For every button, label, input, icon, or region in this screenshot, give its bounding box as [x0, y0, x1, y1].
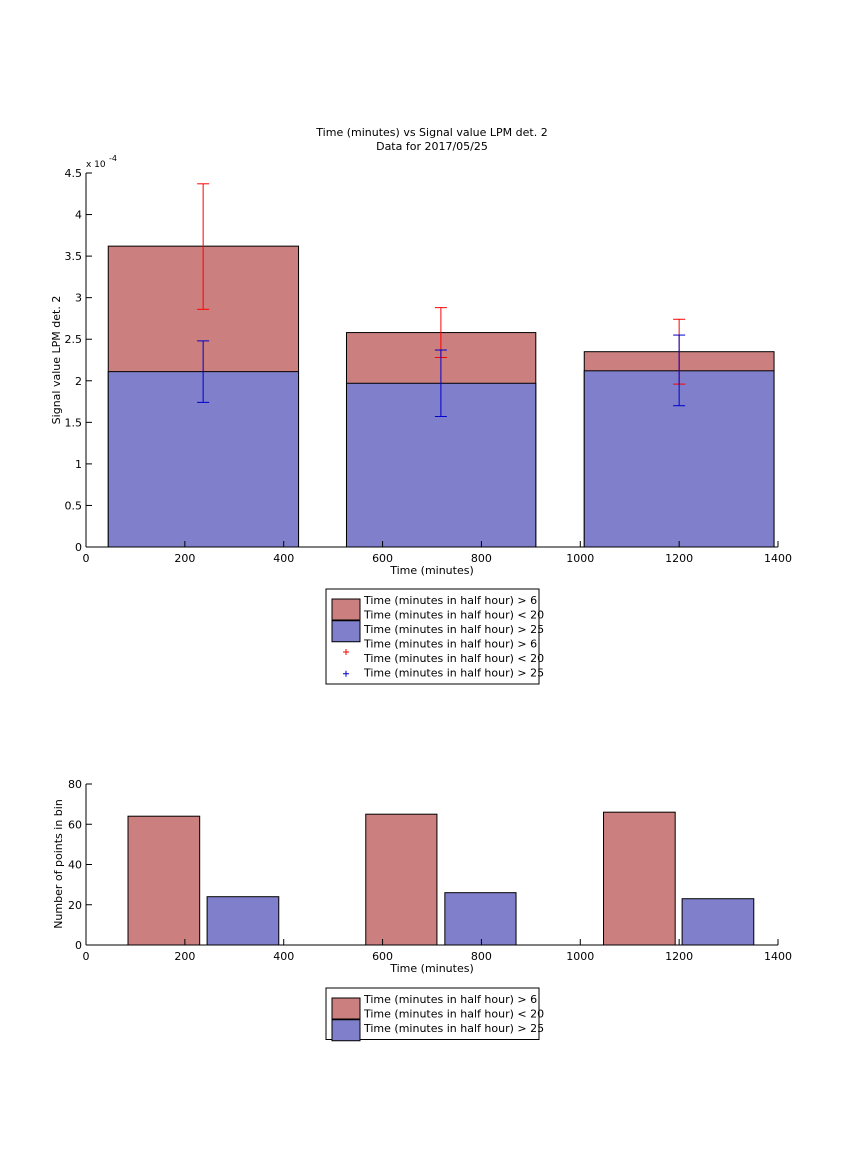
- legend-label: Time (minutes in half hour) > 6: [363, 594, 537, 607]
- chart-subtitle: Data for 2017/05/25: [376, 140, 488, 153]
- count-legend: Time (minutes in half hour) > 6 Time (min…: [325, 987, 544, 1042]
- x-tick-label: 1200: [665, 950, 693, 963]
- x-tick-label: 1000: [566, 552, 594, 565]
- y-exponent-base: x 10: [86, 160, 106, 170]
- y-tick-label: 40: [68, 859, 82, 872]
- x-tick-label: 1400: [764, 552, 792, 565]
- x-tick-label: 400: [273, 950, 294, 963]
- count-bar-range-6-20: [365, 813, 438, 946]
- y-axis-exponent: x 10 -4: [86, 154, 117, 170]
- x-tick-label: 800: [471, 950, 492, 963]
- x-tick-label: 0: [83, 950, 90, 963]
- chart-title: Time (minutes) vs Signal value LPM det. …: [315, 126, 547, 139]
- x-tick-label: 600: [372, 950, 393, 963]
- y-axis-label: Signal value LPM det. 2: [50, 296, 63, 425]
- legend-box: [325, 588, 540, 685]
- x-tick-label: 1000: [566, 950, 594, 963]
- legend-label: Time (minutes in half hour) > 25: [363, 667, 544, 680]
- legend-label: Time (minutes in half hour) > 6: [363, 993, 537, 1006]
- count-bar-range-25: [681, 898, 755, 946]
- x-tick-label: 400: [273, 552, 294, 565]
- legend-box: [325, 987, 540, 1040]
- y-tick-label: 3: [75, 292, 82, 305]
- x-axis-label: Time (minutes): [389, 564, 474, 577]
- legend-label: Time (minutes in half hour) > 25: [363, 623, 544, 636]
- y-tick-label: 3.5: [65, 250, 83, 263]
- signal-plot-area: 0 200 400 600 800 1000 1200 1400 0 0.5 1 1.5 2 2.5 3 3.…: [65, 167, 793, 565]
- legend-label: Time (minutes in half hour) < 20: [363, 1008, 544, 1021]
- x-tick-label: 0: [83, 552, 90, 565]
- legend-swatch: [331, 598, 361, 621]
- x-tick-label: 1400: [764, 950, 792, 963]
- y-axis-label: Number of points in bin: [52, 799, 65, 929]
- legend-label: Time (minutes in half hour) < 20: [363, 652, 544, 665]
- legend-swatch: [331, 1019, 361, 1042]
- x-axis-label: Time (minutes): [389, 962, 474, 975]
- x-tick-label: 800: [471, 552, 492, 565]
- legend-label: Time (minutes in half hour) > 6: [363, 638, 537, 651]
- y-tick-label: 2.5: [65, 333, 83, 346]
- legend-swatch: [331, 997, 361, 1020]
- count-chart: 0 200 400 600 800 1000 1200 1400 0 20 40 60 80 Time …: [52, 778, 792, 975]
- y-tick-label: 60: [68, 818, 82, 831]
- count-bar-range-25: [444, 892, 517, 946]
- y-tick-label: 20: [68, 899, 82, 912]
- y-tick-label: 1.5: [65, 416, 83, 429]
- legend-swatch: [331, 620, 361, 643]
- y-tick-label: 0.5: [65, 499, 83, 512]
- y-tick-label: 80: [68, 778, 82, 791]
- x-tick-label: 600: [372, 552, 393, 565]
- x-tick-label: 200: [174, 552, 195, 565]
- y-tick-label: 1: [75, 458, 82, 471]
- y-exponent-power: -4: [109, 154, 117, 163]
- count-bar-range-6-20: [127, 815, 201, 946]
- count-bar-range-25: [206, 896, 280, 946]
- y-tick-label: 2: [75, 375, 82, 388]
- x-tick-label: 200: [174, 950, 195, 963]
- y-tick-label: 4: [75, 209, 82, 222]
- y-tick-label: 0: [75, 939, 82, 952]
- count-bar-range-6-20: [603, 811, 676, 946]
- x-tick-label: 1200: [665, 552, 693, 565]
- legend-label: Time (minutes in half hour) > 25: [363, 1022, 544, 1035]
- y-tick-label: 4.5: [65, 167, 83, 180]
- signal-chart: Time (minutes) vs Signal value LPM det. …: [50, 126, 792, 577]
- count-plot-area: 0 200 400 600 800 1000 1200 1400 0 20 40 60 80: [68, 778, 792, 963]
- legend-label: Time (minutes in half hour) < 20: [363, 609, 544, 622]
- y-tick-label: 0: [75, 541, 82, 554]
